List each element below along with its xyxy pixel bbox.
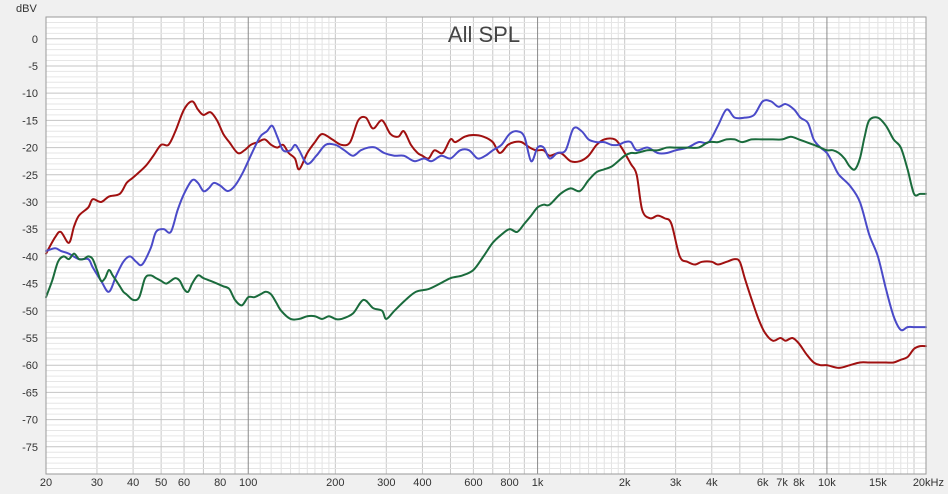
y-tick-label: -55 bbox=[22, 333, 38, 345]
x-tick-label: 300 bbox=[377, 477, 395, 489]
y-tick-label: -65 bbox=[22, 387, 38, 399]
x-tick-label: 20kHz bbox=[913, 477, 944, 489]
x-tick-label: 60 bbox=[178, 477, 190, 489]
x-tick-label: 1k bbox=[532, 477, 544, 489]
x-tick-label: 50 bbox=[155, 477, 167, 489]
y-tick-label: -25 bbox=[22, 170, 38, 182]
y-tick-label: 0 bbox=[32, 34, 38, 46]
y-tick-label: -40 bbox=[22, 251, 38, 263]
x-tick-label: 40 bbox=[127, 477, 139, 489]
y-tick-label: -35 bbox=[22, 224, 38, 236]
x-tick-label: 800 bbox=[500, 477, 518, 489]
x-tick-label: 600 bbox=[464, 477, 482, 489]
x-tick-label: 4k bbox=[706, 477, 718, 489]
x-tick-label: 15k bbox=[869, 477, 887, 489]
y-tick-label: -75 bbox=[22, 442, 38, 454]
y-tick-label: -20 bbox=[22, 143, 38, 155]
x-tick-label: 80 bbox=[214, 477, 226, 489]
y-tick-label: -45 bbox=[22, 279, 38, 291]
y-tick-label: -10 bbox=[22, 88, 38, 100]
x-tick-label: 30 bbox=[91, 477, 103, 489]
y-axis-ticks: 0 -5 -10 -15 -20 -25 -30 -35 -40 -45 -50 -55 -60 -65 -… bbox=[22, 34, 38, 454]
x-tick-label: 10k bbox=[818, 477, 836, 489]
x-tick-label: 7k bbox=[776, 477, 788, 489]
y-tick-label: -70 bbox=[22, 415, 38, 427]
x-tick-label: 200 bbox=[326, 477, 344, 489]
x-axis-ticks: 20 30 40 50 60 80 100 200 300 400 600 800 1k 2k 3k 4k 6k… bbox=[40, 477, 944, 489]
x-tick-label: 3k bbox=[670, 477, 682, 489]
y-tick-label: -5 bbox=[28, 61, 38, 73]
y-axis-unit-label: dBV bbox=[16, 3, 37, 15]
x-tick-label: 400 bbox=[413, 477, 431, 489]
x-tick-label: 100 bbox=[239, 477, 257, 489]
x-tick-label: 6k bbox=[757, 477, 769, 489]
x-tick-label: 20 bbox=[40, 477, 52, 489]
y-tick-label: -50 bbox=[22, 306, 38, 318]
x-tick-label: 2k bbox=[619, 477, 631, 489]
y-tick-label: -15 bbox=[22, 115, 38, 127]
x-tick-label: 8k bbox=[793, 477, 805, 489]
y-tick-label: -30 bbox=[22, 197, 38, 209]
chart-title: All SPL bbox=[448, 22, 520, 47]
y-tick-label: -60 bbox=[22, 360, 38, 372]
